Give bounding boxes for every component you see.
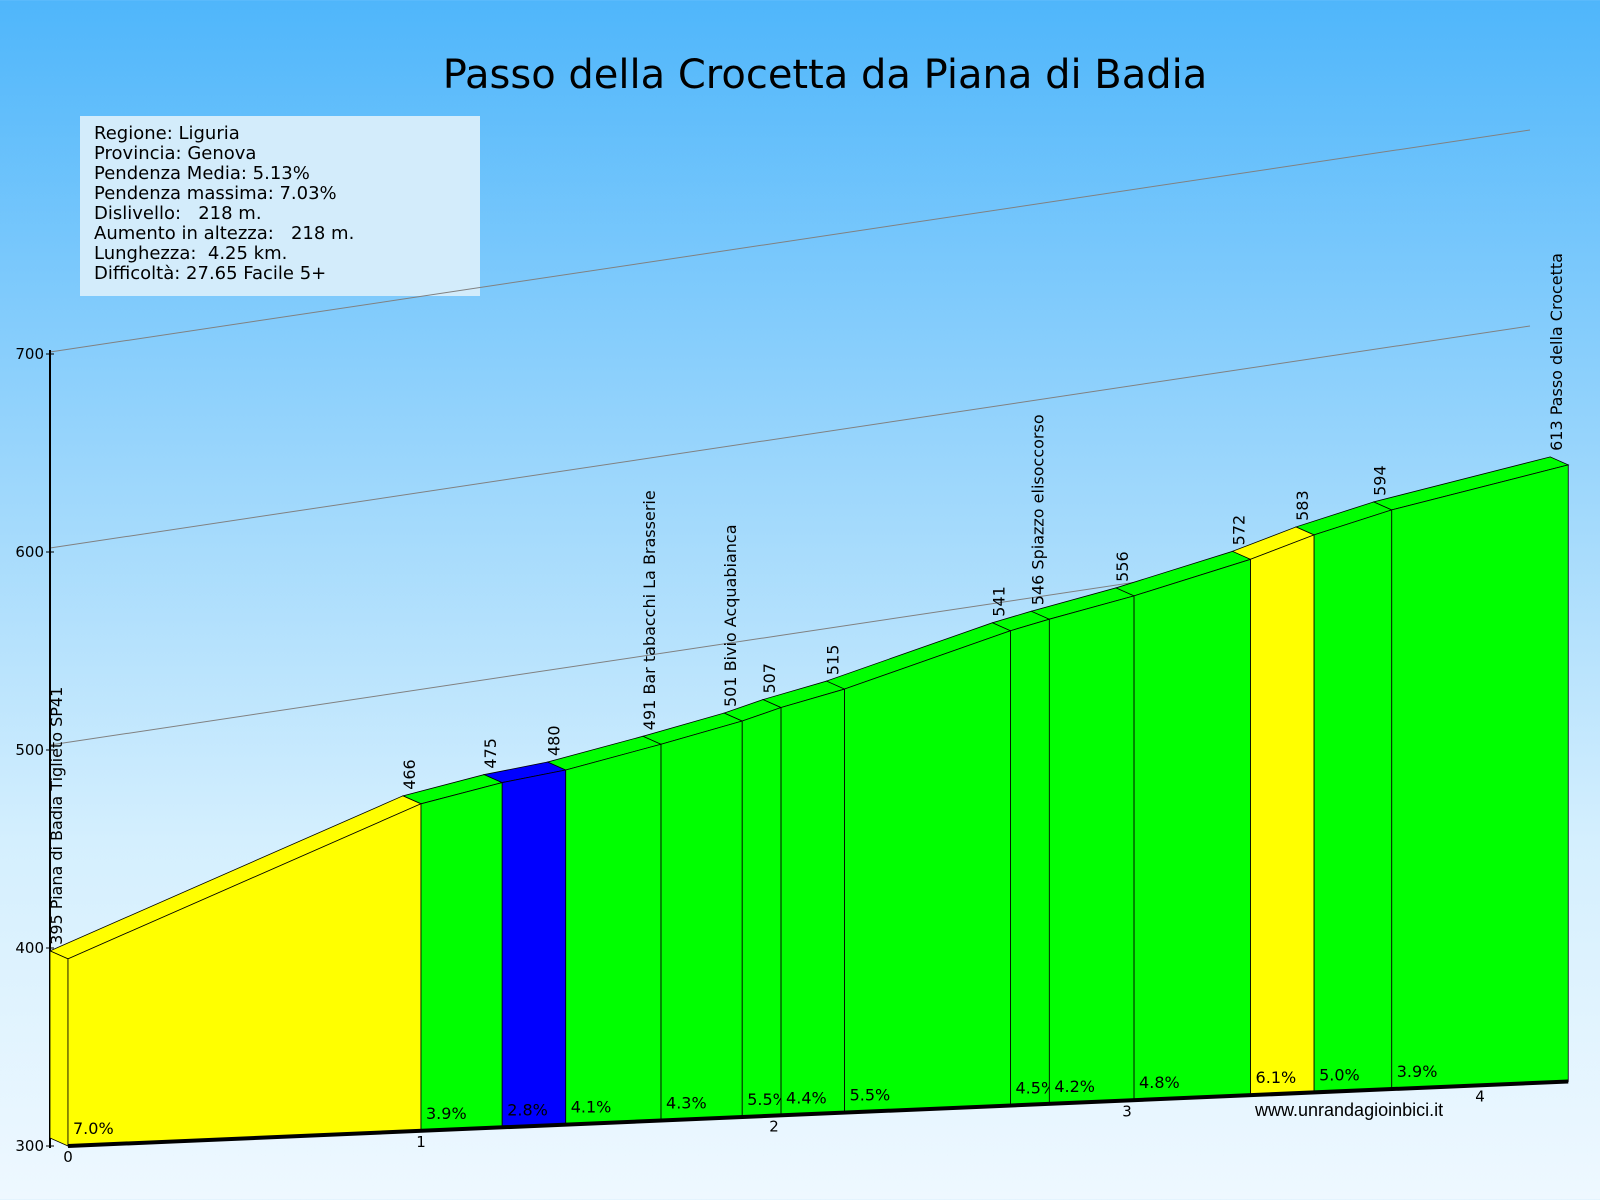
info-elevation-gain: Dislivello: 218 m. (94, 203, 262, 224)
altitude-label: 594 (1371, 465, 1390, 496)
segment-bar (501, 769, 567, 1128)
gridline (49, 129, 1531, 353)
climb-info-box: Regione: Liguria Provincia: Genova Pende… (80, 116, 480, 296)
chart-title: Passo della Crocetta da Piana di Badia (442, 52, 1208, 98)
segment-bar (660, 720, 743, 1121)
segment-grade-label: 6.1% (1256, 1068, 1297, 1087)
altitude-label: 572 (1230, 515, 1249, 546)
altitude-label: 475 (481, 738, 500, 769)
website-credit: www.unrandagioinbici.it (1255, 1100, 1444, 1120)
x-tick-label: 1 (416, 1133, 426, 1151)
x-tick-label: 0 (63, 1148, 73, 1166)
segment-bar (565, 743, 662, 1126)
segment-grade-label: 5.0% (1319, 1065, 1360, 1084)
segment-bar (1391, 464, 1569, 1090)
ground-line (67, 1079, 1569, 1148)
y-tick-label: 700 (15, 345, 44, 363)
segment-bar (1313, 509, 1393, 1093)
segment-bar (67, 803, 422, 1147)
altitude-label: 395 Piana di Badia Tiglieto SP41 (47, 687, 66, 945)
segment-grade-label: 7.0% (73, 1119, 114, 1138)
y-tick-label: 500 (15, 741, 44, 759)
info-max-grade: Pendenza massima: 7.03% (94, 183, 337, 204)
info-average-grade: Pendenza Media: 5.13% (94, 163, 310, 184)
segment-grade-label: 4.4% (786, 1088, 827, 1107)
altitude-label: 491 Bar tabacchi La Brasserie (640, 490, 659, 730)
segment-bar (1048, 595, 1135, 1105)
y-tick-label: 600 (15, 543, 44, 561)
altitude-label: 613 Passo della Crocetta (1547, 253, 1566, 451)
gridline (49, 325, 1531, 549)
info-difficulty: Difficoltà: 27.65 Facile 5+ (94, 263, 327, 284)
segment-grade-label: 4.1% (571, 1098, 612, 1117)
segment-bar (741, 706, 782, 1118)
x-tick-label: 2 (769, 1118, 779, 1136)
altitude-label: 541 (990, 586, 1009, 617)
altitude-label: 583 (1293, 490, 1312, 521)
x-tick-label: 3 (1122, 1102, 1132, 1120)
segment-bar (1010, 618, 1050, 1106)
segment-bar (1133, 558, 1251, 1101)
altitude-label: 466 (400, 759, 419, 790)
altitude-label: 515 (824, 645, 843, 676)
info-altitude-gain: Aumento in altezza: 218 m. (94, 223, 355, 244)
segment-grade-label: 2.8% (507, 1100, 548, 1119)
segment-grade-label: 5.5% (850, 1086, 891, 1105)
segment-bar (420, 782, 503, 1132)
info-province: Provincia: Genova (94, 143, 257, 164)
segment-grade-label: 3.9% (1397, 1062, 1438, 1081)
profile-side-face (49, 950, 69, 1147)
segment-grade-label: 4.5% (1016, 1078, 1057, 1097)
segment-grade-label: 3.9% (426, 1104, 467, 1123)
segment-bar (844, 630, 1011, 1114)
segment-bar (780, 688, 845, 1116)
altitude-label: 507 (760, 663, 779, 694)
info-length: Lunghezza: 4.25 km. (94, 243, 288, 264)
segment-grade-label: 5.5% (747, 1090, 788, 1109)
altitude-label: 501 Bivio Acquabianca (721, 524, 740, 707)
segment-grade-label: 4.8% (1139, 1073, 1180, 1092)
segment-grade-label: 4.3% (666, 1093, 707, 1112)
altitude-label: 546 Spiazzo elisoccorso (1028, 414, 1047, 605)
y-tick-label: 400 (15, 939, 44, 957)
altitude-label: 480 (545, 725, 564, 756)
y-tick-label: 300 (15, 1137, 44, 1155)
segment-grade-label: 4.2% (1054, 1077, 1095, 1096)
segment-bar (1250, 534, 1315, 1096)
altitude-label: 556 (1113, 551, 1132, 582)
info-region: Regione: Liguria (94, 123, 240, 144)
x-tick-label: 4 (1475, 1087, 1485, 1105)
